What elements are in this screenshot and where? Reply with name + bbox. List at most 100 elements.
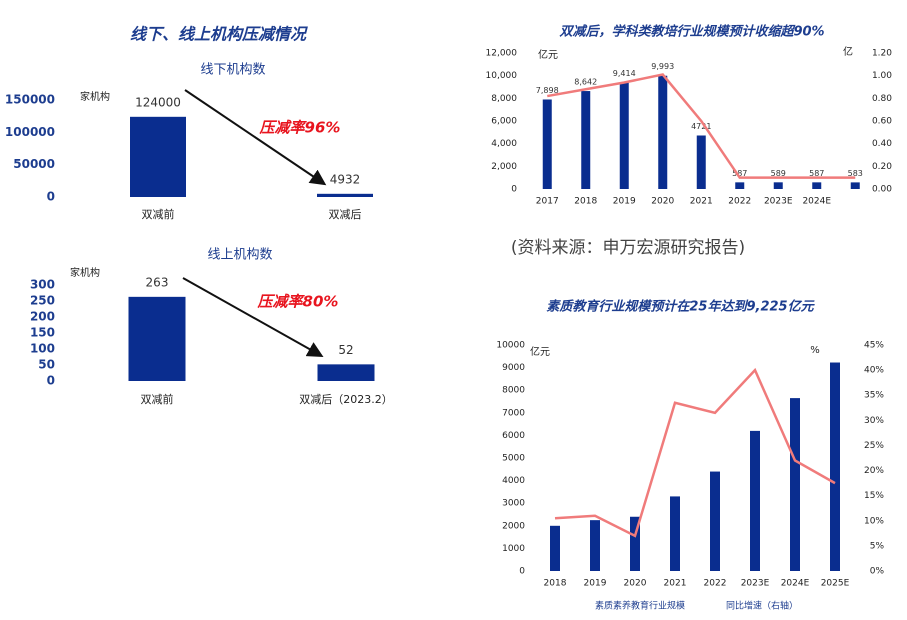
- bar: [581, 91, 591, 189]
- legend-label: 素质素养教育行业规模: [595, 600, 685, 612]
- chart-title: 线下机构数: [200, 63, 265, 78]
- x-tick-label: 2024E: [802, 197, 831, 207]
- y-tick-label: 4000: [502, 476, 525, 486]
- arrow: [184, 89, 327, 186]
- y2-tick-label: 0.60: [872, 117, 892, 127]
- y-axis-label: 家机构: [80, 90, 110, 103]
- y-tick-label: 4,000: [491, 139, 517, 149]
- bar: [619, 82, 629, 189]
- y-tick-label: 9000: [502, 363, 525, 373]
- y-tick-label: 0: [47, 374, 55, 388]
- y2-tick-label: 0.00: [872, 185, 892, 195]
- bar: [630, 516, 640, 571]
- data-label: 9,993: [651, 62, 674, 71]
- y-axis-label: 家机构: [70, 266, 100, 279]
- bar: [550, 525, 560, 571]
- bar: [850, 182, 860, 189]
- bar: [317, 364, 375, 381]
- y-axis-label: 亿元: [530, 345, 550, 358]
- y2-tick-label: 0.80: [872, 94, 892, 104]
- x-tick-label: 2021: [664, 579, 687, 589]
- y-tick-label: 0: [519, 567, 525, 577]
- x-tick-label: 2020: [651, 197, 674, 207]
- x-tick-label: 2018: [574, 197, 597, 207]
- y-tick-label: 150: [30, 326, 55, 340]
- chart-title: 线上机构数: [207, 248, 272, 263]
- data-label: 583: [848, 169, 863, 178]
- bar: [130, 116, 186, 197]
- y-tick-label: 8000: [502, 386, 525, 396]
- y-tick-label: 100: [30, 342, 55, 356]
- x-tick-label: 双减前: [141, 392, 174, 406]
- bar: [670, 496, 680, 571]
- y-tick-label: 12,000: [486, 49, 518, 59]
- data-label: 124000: [135, 95, 181, 109]
- data-label: 7,898: [536, 86, 559, 95]
- data-label: 589: [771, 169, 786, 178]
- y-tick-label: 300: [30, 278, 55, 292]
- y2-axis-label: 亿: [843, 45, 853, 58]
- chart-title: 双减后，学科类教培行业规模预计收缩超90%: [558, 24, 824, 40]
- arrow: [182, 277, 324, 357]
- source: (资料来源：申万宏源研究报告): [511, 238, 745, 258]
- x-tick-label: 2021: [690, 197, 713, 207]
- heading: 线下、线上机构压减情况: [130, 25, 308, 44]
- x-tick-label: 2017: [536, 197, 559, 207]
- y-tick-label: 50000: [13, 157, 55, 171]
- y2-axis-label: %: [810, 345, 820, 356]
- x-tick-label: 双减后（2023.2）: [299, 393, 393, 406]
- y-tick-label: 100000: [5, 125, 55, 139]
- data-label: 8,642: [574, 78, 597, 87]
- bar: [812, 182, 822, 189]
- bar: [735, 182, 745, 189]
- y2-tick-label: 45%: [864, 341, 884, 351]
- x-tick-label: 2024E: [781, 579, 810, 589]
- y2-tick-label: 35%: [864, 391, 884, 401]
- y2-tick-label: 1.20: [872, 49, 892, 59]
- y2-tick-label: 0.20: [872, 162, 892, 172]
- x-tick-label: 双减后: [329, 208, 362, 221]
- y-tick-label: 10000: [496, 341, 525, 351]
- x-tick-label: 2018: [544, 579, 567, 589]
- y-tick-label: 150000: [5, 93, 55, 107]
- y-tick-label: 1000: [502, 544, 525, 554]
- bar: [542, 99, 552, 189]
- bar: [696, 135, 706, 189]
- y2-tick-label: 15%: [864, 491, 884, 501]
- y2-tick-label: 40%: [864, 366, 884, 376]
- x-tick-label: 2019: [584, 579, 607, 589]
- bar: [773, 182, 783, 189]
- bar: [658, 75, 668, 189]
- x-tick-label: 2020: [624, 579, 647, 589]
- x-tick-label: 2022: [704, 579, 727, 589]
- y2-tick-label: 1.00: [872, 71, 892, 81]
- chart-title: 素质教育行业规模预计在25年达到9,225亿元: [546, 299, 815, 315]
- bar: [710, 471, 720, 571]
- y2-tick-label: 25%: [864, 441, 884, 451]
- x-tick-label: 2025E: [821, 579, 850, 589]
- data-label: 4932: [330, 172, 361, 186]
- x-tick-label: 2022: [728, 197, 751, 207]
- annotation: 压减率80%: [257, 293, 339, 311]
- y-tick-label: 10,000: [486, 71, 518, 81]
- y-tick-label: 0: [511, 185, 517, 195]
- y-tick-label: 7000: [502, 408, 525, 418]
- data-label: 9,414: [613, 69, 636, 78]
- line: [554, 367, 836, 538]
- y-tick-label: 6,000: [491, 117, 517, 127]
- x-tick-label: 2023E: [764, 197, 793, 207]
- legend-label: 同比增速（右轴）: [726, 600, 798, 612]
- data-label: 587: [732, 169, 747, 178]
- y-tick-label: 5000: [502, 454, 525, 464]
- data-label: 52: [338, 343, 353, 357]
- y2-tick-label: 10%: [864, 516, 884, 526]
- bar: [750, 430, 760, 571]
- y2-tick-label: 30%: [864, 416, 884, 426]
- x-tick-label: 双减前: [142, 207, 175, 221]
- x-tick-label: 2023E: [741, 579, 770, 589]
- y-tick-label: 8,000: [491, 94, 517, 104]
- annotation: 压减率96%: [259, 119, 341, 137]
- data-label: 587: [809, 169, 824, 178]
- bar: [590, 520, 600, 571]
